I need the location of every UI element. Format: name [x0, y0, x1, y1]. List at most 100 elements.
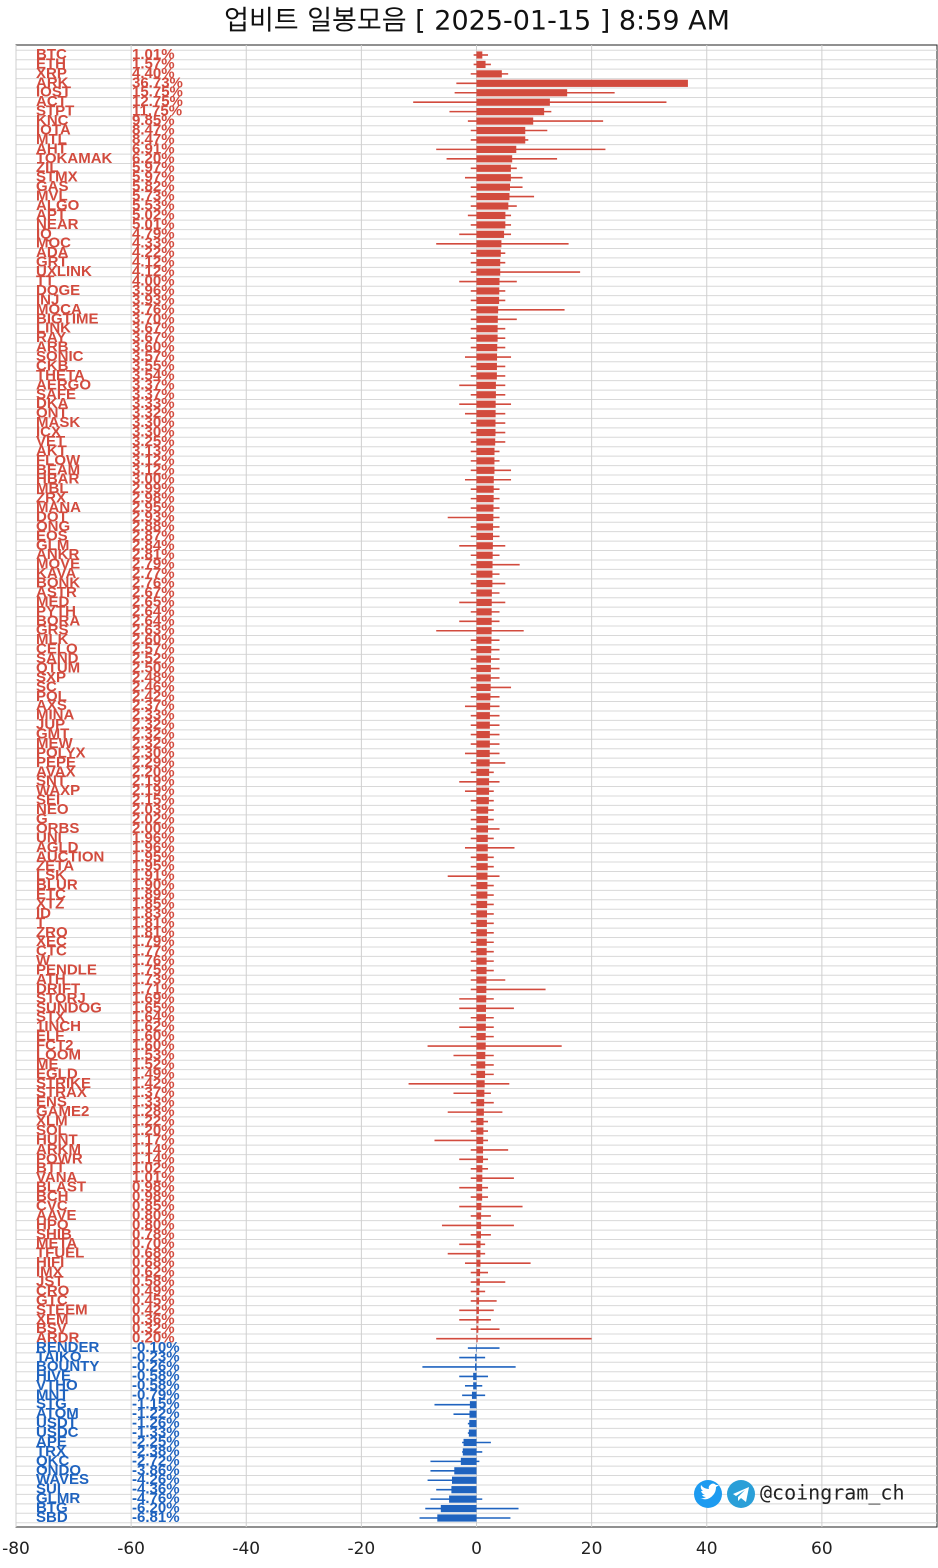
bar	[476, 740, 490, 748]
category-label: SUNDOG	[36, 999, 102, 1016]
value-label: 2.79%	[132, 556, 175, 573]
category-label: ZIL	[36, 159, 59, 176]
category-label: ICX	[36, 424, 61, 441]
bar	[476, 1221, 482, 1229]
category-label: JUP	[36, 716, 65, 733]
bar	[476, 617, 492, 625]
value-label: 2.60%	[132, 631, 175, 648]
bar	[476, 1155, 484, 1163]
value-label: 5.97%	[132, 169, 175, 186]
value-label: -4.36%	[132, 1481, 180, 1498]
bar	[476, 485, 494, 493]
category-label: MASK	[36, 414, 80, 431]
value-label: -1.26%	[132, 1415, 180, 1432]
category-label: XRP	[36, 65, 67, 82]
bar	[476, 1297, 480, 1305]
category-label: DKA	[36, 395, 69, 412]
value-label: 1.76%	[132, 952, 175, 969]
category-label: BLUR	[36, 877, 78, 894]
value-label: 1.77%	[132, 943, 175, 960]
category-label: GLM	[36, 537, 69, 554]
category-label: CVC	[36, 1197, 68, 1214]
value-label: 2.19%	[132, 773, 175, 790]
value-label: 1.22%	[132, 1113, 175, 1130]
social-icons	[694, 1480, 755, 1508]
value-label: 1.01%	[132, 1169, 175, 1186]
value-label: 5.01%	[132, 216, 175, 233]
bar	[476, 1061, 486, 1069]
bar	[476, 504, 494, 512]
value-label: 0.49%	[132, 1282, 175, 1299]
category-label: HIFI	[36, 1254, 64, 1271]
category-label: PEPE	[36, 754, 76, 771]
bar	[476, 136, 526, 144]
bar	[475, 1344, 477, 1352]
value-label: 2.50%	[132, 659, 175, 676]
value-label: 0.45%	[132, 1292, 175, 1309]
value-label: 2.77%	[132, 565, 175, 582]
value-label: 2.84%	[132, 537, 175, 554]
bar	[476, 325, 498, 333]
category-label: POLYX	[36, 744, 85, 761]
bar	[476, 1231, 481, 1239]
category-label: PYTH	[36, 603, 76, 620]
bar	[476, 957, 487, 965]
bar	[476, 759, 490, 767]
value-label: 1.60%	[132, 1037, 175, 1054]
value-label: 2.95%	[132, 499, 175, 516]
category-label: SAFE	[36, 386, 76, 403]
category-label: QKC	[36, 1452, 70, 1469]
value-label: 1.64%	[132, 1009, 175, 1026]
bar	[475, 1353, 477, 1362]
value-label: 2.88%	[132, 518, 175, 535]
value-label: 3.30%	[132, 424, 175, 441]
category-label: SAND	[36, 650, 79, 667]
category-label: ME	[36, 1056, 59, 1073]
bar	[476, 900, 488, 909]
value-label: 0.20%	[132, 1330, 175, 1347]
category-label: GTC	[36, 1292, 68, 1309]
category-label: ID	[36, 905, 51, 922]
category-label: EOS	[36, 527, 68, 544]
value-label: 3.13%	[132, 442, 175, 459]
value-label: -6.81%	[132, 1509, 180, 1526]
value-label: 3.96%	[132, 282, 175, 299]
category-label: HIVE	[36, 1367, 71, 1384]
value-label: 3.93%	[132, 291, 175, 308]
bar	[476, 1316, 479, 1324]
category-label: ANKR	[36, 546, 79, 563]
x-tick-label: -60	[117, 1539, 145, 1559]
category-label: AXS	[36, 697, 67, 714]
category-label: ATOM	[36, 1405, 79, 1422]
category-label: ZETA	[36, 858, 74, 875]
category-label: AAVE	[36, 1207, 77, 1224]
value-label: -2.25%	[132, 1433, 180, 1450]
value-label: 1.65%	[132, 999, 175, 1016]
bar	[476, 145, 517, 153]
bar	[476, 221, 506, 229]
category-label: FLOW	[36, 452, 81, 469]
value-label: 5.73%	[132, 188, 175, 205]
category-label: BTG	[36, 1500, 68, 1517]
bar	[476, 919, 487, 927]
value-label: 1.81%	[132, 924, 175, 941]
category-label: ATH	[36, 971, 66, 988]
category-label: BORA	[36, 612, 80, 629]
value-label: 3.70%	[132, 310, 175, 327]
category-label: DOGE	[36, 282, 80, 299]
value-label: 1.20%	[132, 1122, 175, 1139]
value-label: 2.46%	[132, 678, 175, 695]
category-label: TT	[36, 272, 54, 289]
value-label: -0.26%	[132, 1358, 180, 1375]
value-label: 0.98%	[132, 1188, 175, 1205]
value-label: 5.02%	[132, 206, 175, 223]
bar	[476, 381, 496, 389]
category-label: VANA	[36, 1169, 78, 1186]
bar	[476, 1240, 481, 1248]
x-tick-label: 0	[471, 1539, 482, 1559]
bar	[476, 1174, 483, 1182]
value-label: 2.00%	[132, 820, 175, 837]
category-label: ARDR	[36, 1330, 79, 1347]
category-label: MINA	[36, 707, 74, 724]
category-label: MBL	[36, 480, 69, 497]
